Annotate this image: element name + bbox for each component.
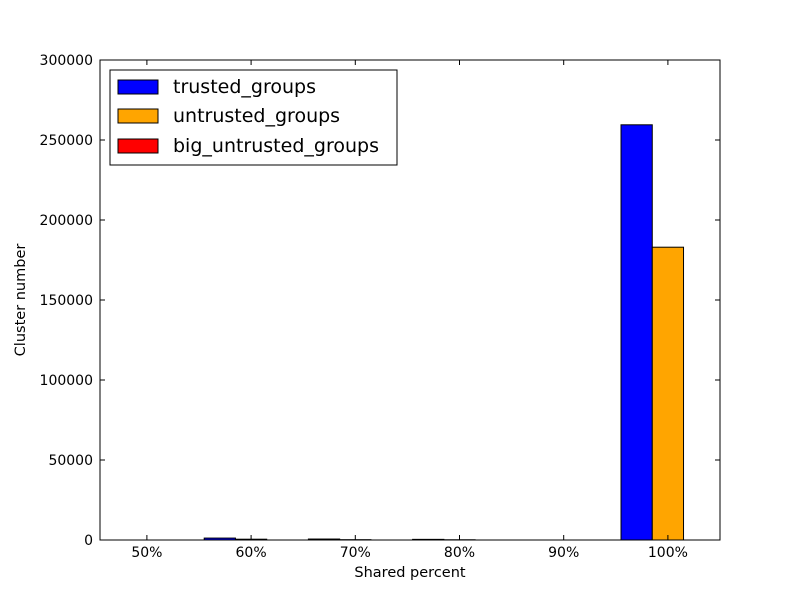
legend-swatch-untrusted-groups	[117, 108, 159, 124]
bars-layer	[203, 124, 685, 541]
y-tick-label-50000: 50000	[48, 453, 93, 469]
y-tick-label-300000: 300000	[40, 53, 93, 69]
y-tick-label-250000: 250000	[40, 133, 93, 149]
bar-untrusted-groups-100	[651, 246, 685, 541]
legend-label-untrusted-groups: untrusted_groups	[173, 105, 340, 127]
legend-swatch-big-untrusted-groups	[117, 138, 159, 154]
legend-label-big-untrusted-groups: big_untrusted_groups	[173, 135, 379, 157]
legend: trusted_groups untrusted_groups big_untr…	[109, 69, 398, 166]
y-tick-label-0: 0	[84, 533, 93, 549]
legend-swatch-trusted-groups	[117, 79, 159, 95]
x-tick-label-50: 50%	[131, 545, 162, 561]
x-tick-label-80: 80%	[444, 545, 475, 561]
y-axis-label: Cluster number	[13, 244, 29, 357]
x-tick-label-90: 90%	[548, 545, 579, 561]
bar-trusted-groups-100	[620, 124, 653, 541]
legend-label-trusted-groups: trusted_groups	[173, 76, 316, 98]
x-tick-label-60: 60%	[236, 545, 267, 561]
y-tick-label-200000: 200000	[40, 213, 93, 229]
plot-frame	[99, 59, 721, 541]
x-axis-label: Shared percent	[354, 565, 466, 581]
x-tick-label-100: 100%	[648, 545, 688, 561]
y-tick-label-150000: 150000	[40, 293, 93, 309]
y-tick-label-100000: 100000	[40, 373, 93, 389]
ticks-layer: 50% 60% 70% 80% 90% 100% 0 50000 100000 150000 200…	[40, 53, 720, 561]
x-tick-label-70: 70%	[340, 545, 371, 561]
